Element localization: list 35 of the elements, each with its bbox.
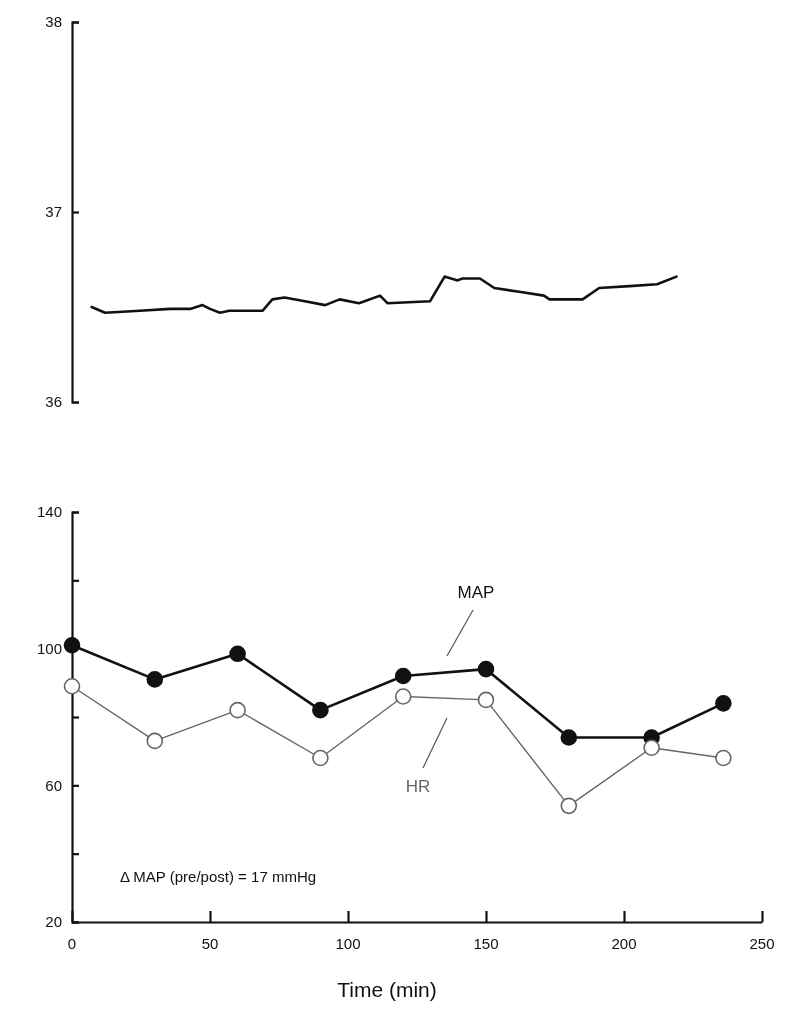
x-tick-label: 250 xyxy=(749,935,775,952)
x-tick-label: 100 xyxy=(335,935,361,952)
point xyxy=(394,688,412,705)
y-tick-label: 100 xyxy=(36,639,62,657)
text: MAP xyxy=(457,583,495,602)
point xyxy=(63,677,81,695)
y-tick-label: 20 xyxy=(45,913,62,931)
x-tick-label: 0 xyxy=(67,935,77,952)
text: HR xyxy=(405,777,431,796)
point xyxy=(146,732,164,750)
point xyxy=(63,636,81,654)
y-tick-label: 36 xyxy=(45,393,62,411)
point xyxy=(312,701,329,719)
y-tick-label: 38 xyxy=(45,13,62,31)
point xyxy=(560,797,578,815)
x-axis-title: Time (min) xyxy=(337,978,437,1001)
x-tick-label: 50 xyxy=(201,935,219,952)
y-tick-label: 140 xyxy=(36,503,62,521)
point xyxy=(715,695,732,712)
y-tick-label: 37 xyxy=(45,203,62,221)
point xyxy=(229,701,246,719)
line-series xyxy=(90,275,678,314)
point xyxy=(477,660,495,678)
point xyxy=(312,749,329,767)
point xyxy=(715,749,732,767)
x-tick-label: 200 xyxy=(611,935,637,952)
point xyxy=(643,739,660,757)
point xyxy=(477,691,495,709)
point xyxy=(560,729,578,746)
x-tick-label: 150 xyxy=(473,935,499,952)
y-tick-label: 60 xyxy=(45,776,62,794)
point xyxy=(229,645,246,663)
annotation: Δ MAP (pre/post) = 17 mmHg xyxy=(120,868,317,885)
point xyxy=(394,667,412,685)
point xyxy=(146,671,164,688)
